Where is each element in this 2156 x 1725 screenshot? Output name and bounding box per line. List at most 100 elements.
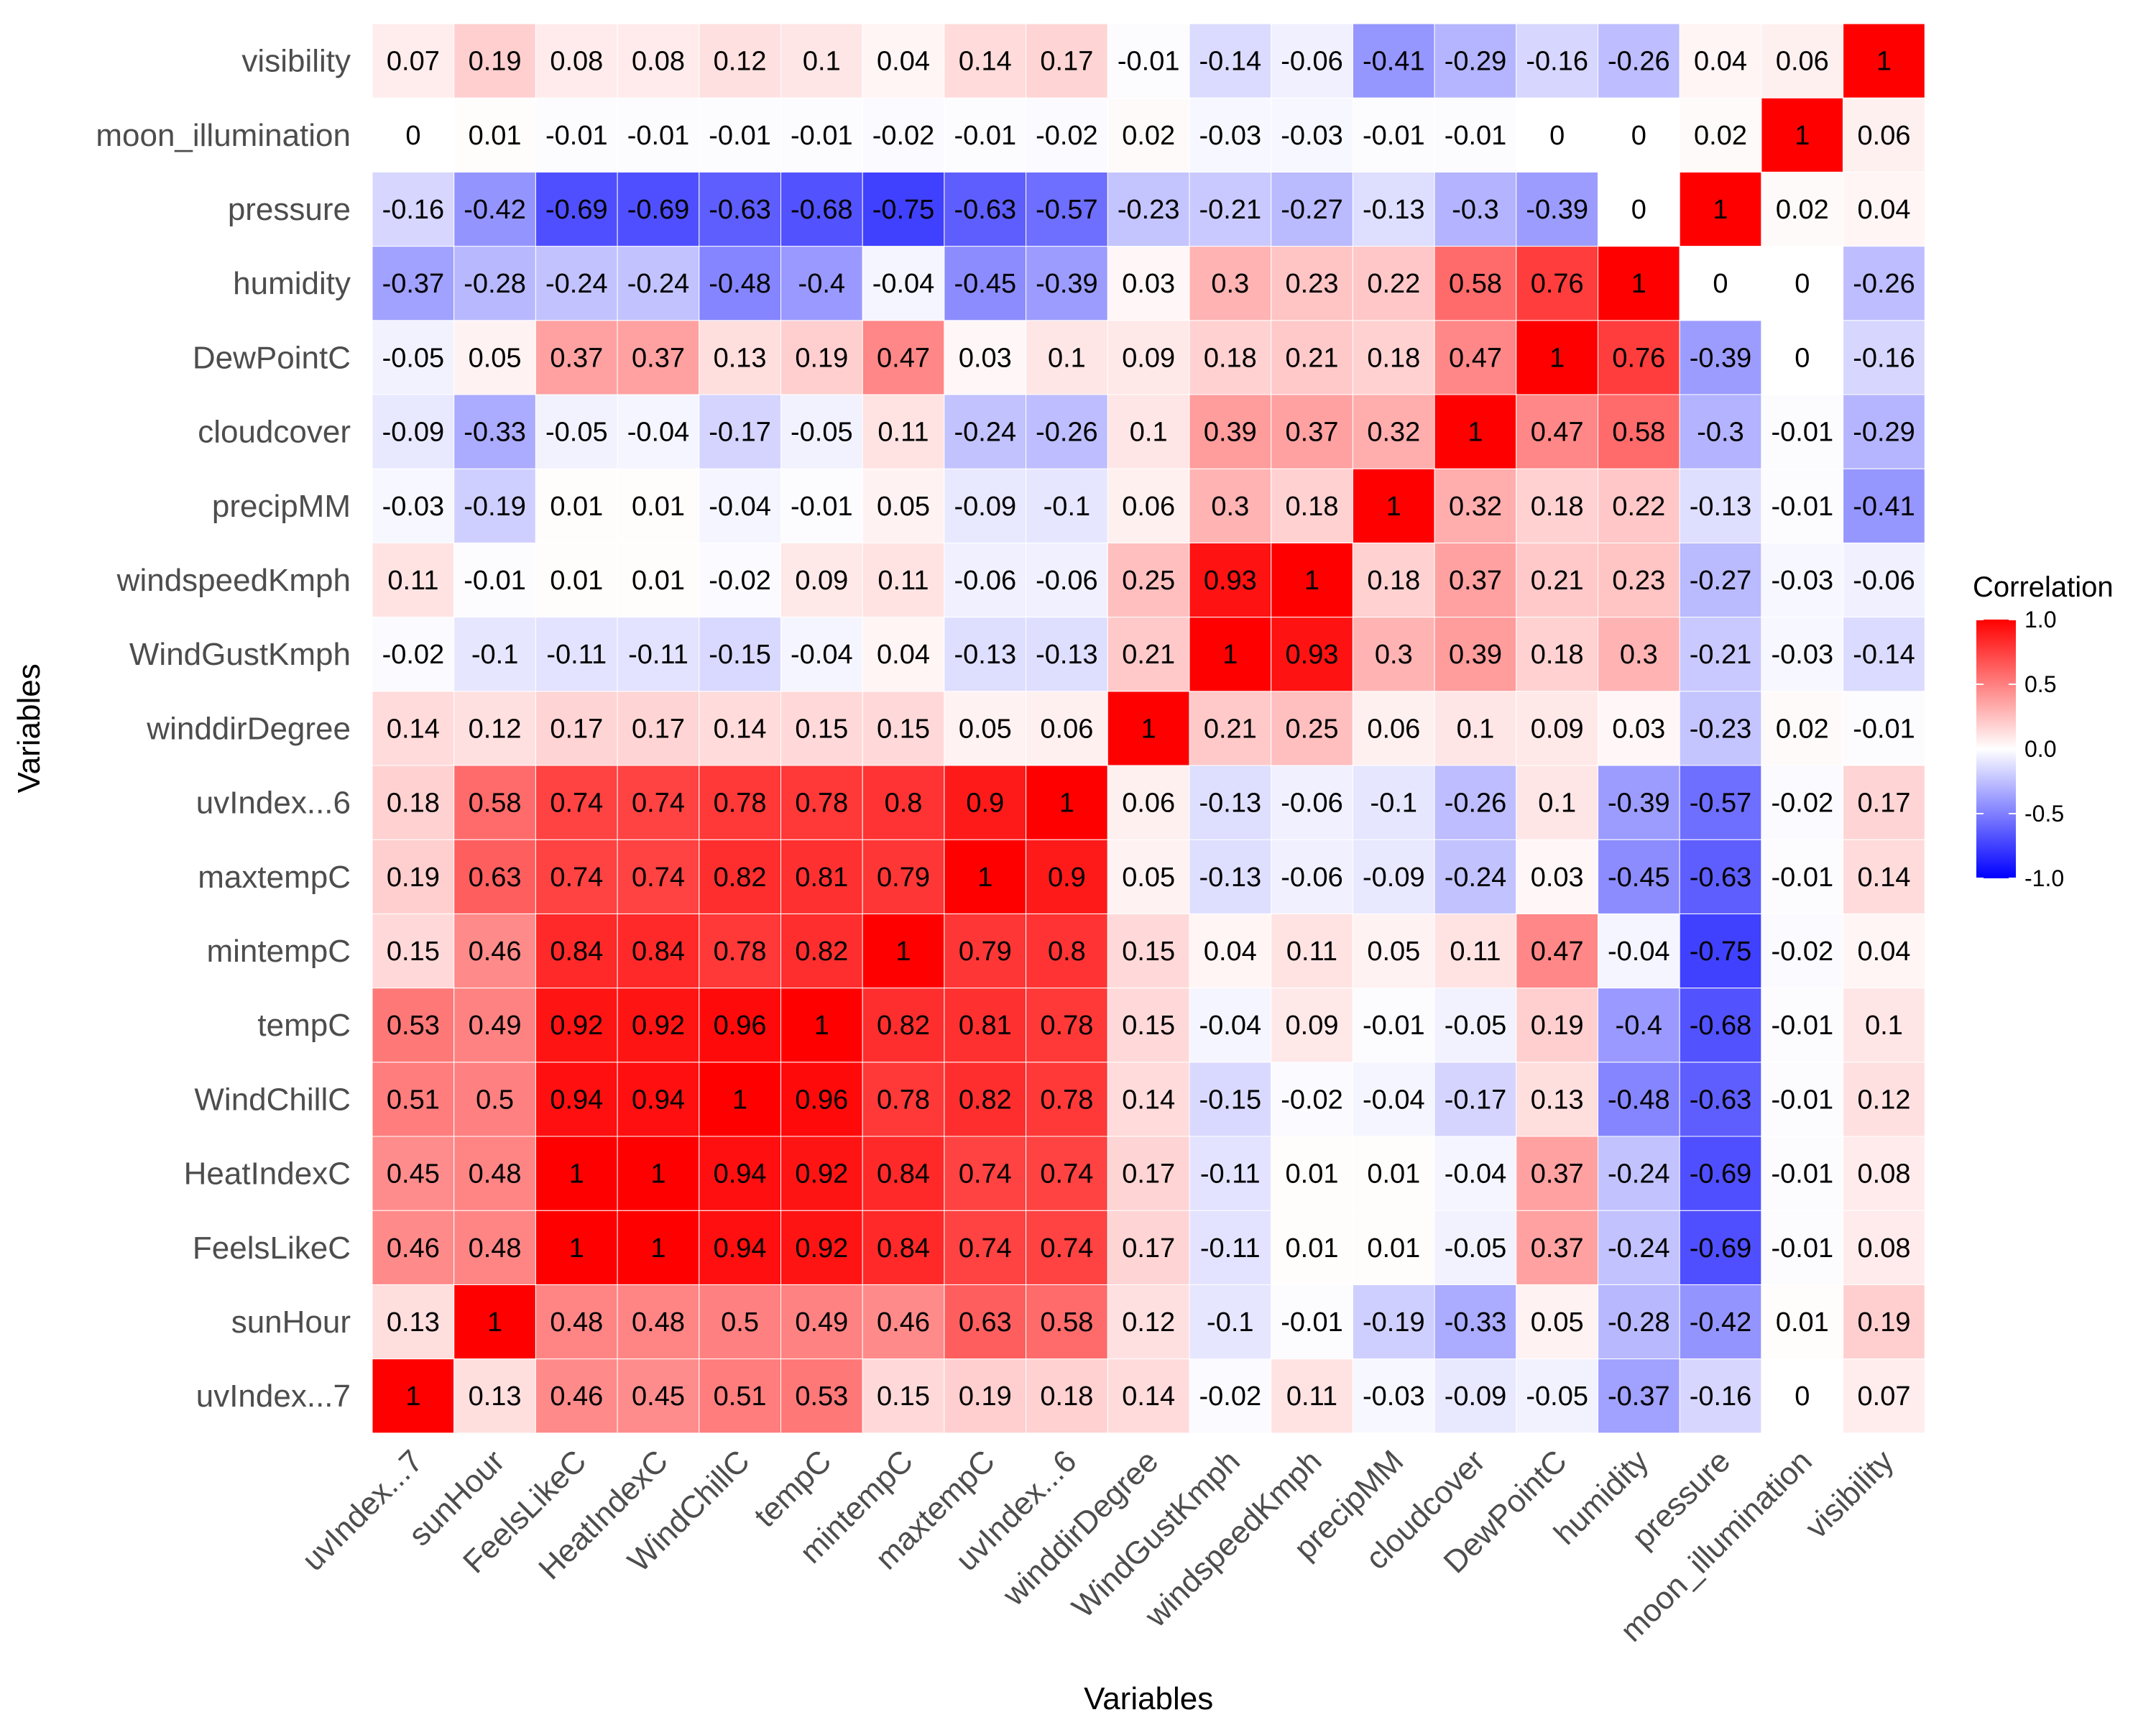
cell-value-label: -0.09 [382,418,445,448]
cell-value-label: 0.12 [714,47,767,77]
cell-value-label: 0.53 [387,1011,440,1041]
cell-value-label: -0.68 [791,195,853,225]
heatmap-cell [1598,171,1680,247]
cell-value-label: -0.04 [1608,937,1670,967]
cell-value-label: 0.05 [1367,937,1420,967]
cell-value-label: -0.06 [1036,566,1098,596]
cell-value-label: 0.48 [469,1233,522,1264]
legend-tick-label: -1.0 [2024,865,2064,891]
heatmap-cell [862,468,945,543]
heatmap-cell [1761,1284,1844,1360]
cell-value-label: -0.01 [709,121,771,151]
cell-value-label: -0.13 [1363,195,1425,225]
cell-value-label: -0.39 [1690,343,1752,373]
heatmap-cell [1761,839,1844,914]
heatmap-cell [1189,1062,1272,1137]
cell-value-label: 0.94 [714,1233,767,1264]
cell-value-label: 0.37 [1449,566,1502,596]
legend-tick-label: -0.5 [2024,801,2064,827]
cell-value-label: 0.09 [1531,714,1584,744]
heatmap-cell [944,542,1027,618]
heatmap-cell [1189,23,1272,98]
heatmap-cell [1107,171,1190,247]
cell-value-label: 0.1 [1457,714,1495,744]
cell-value-label: 0.08 [1858,1159,1911,1190]
cell-value-label: 0.04 [1858,937,1911,967]
heatmap-cell [617,691,700,766]
cell-value-label: -0.37 [382,269,445,299]
heatmap-cell [862,1358,945,1434]
heatmap-cell [1107,1062,1190,1137]
cell-value-label: 0.25 [1122,566,1175,596]
heatmap-cell [862,988,945,1063]
heatmap-cell [1761,246,1844,321]
cell-value-label: -0.27 [1690,566,1752,596]
heatmap-cell [1516,23,1599,98]
cell-value-label: 0.02 [1694,121,1747,151]
cell-value-label: 0.21 [1122,640,1175,670]
x-axis-tick-labels: uvIndex...7sunHourFeelsLikeCHeatIndexCWi… [295,1443,1900,1648]
cell-value-label: 0.17 [632,714,685,744]
cell-value-label: 0.03 [1122,269,1175,299]
cell-value-label: 0.37 [632,343,685,373]
cell-value-label: 0.19 [959,1381,1012,1412]
cell-value-label: -0.05 [1445,1011,1507,1041]
heatmap-cell [1026,913,1108,989]
heatmap-cell [617,1284,700,1360]
cell-value-label: -0.02 [382,640,445,670]
cell-value-label: 0.11 [387,566,438,596]
cell-value-label: 1 [814,1011,829,1041]
cell-value-label: -0.11 [1200,1159,1261,1190]
heatmap-cell [1843,1358,1925,1434]
cell-value-label: 0 [1713,269,1728,299]
heatmap-cell [1189,913,1272,989]
cell-value-label: 0.18 [1367,343,1420,373]
heatmap-cell [1271,1062,1353,1137]
cell-value-label: 0.22 [1367,269,1420,299]
heatmap-cell [1271,468,1353,543]
cell-value-label: 0.3 [1620,640,1658,670]
heatmap-cell [1189,839,1272,914]
cell-value-label: 0.51 [387,1085,440,1115]
cell-value-label: -0.63 [1690,1085,1752,1115]
cell-value-label: -0.09 [954,492,1016,522]
heatmap-cell [453,23,536,98]
cell-value-label: 0.48 [550,1307,603,1338]
heatmap-cell [944,97,1027,172]
cell-value-label: -0.69 [545,195,608,225]
cell-value-label: 1 [487,1307,502,1338]
cell-value-label: 0.14 [1122,1085,1175,1115]
heatmap-cell [453,394,536,469]
cell-value-label: -0.13 [1199,862,1261,893]
heatmap-cell [1843,171,1925,247]
legend-title: Correlation [1973,571,2114,603]
heatmap-cell [699,246,781,321]
cell-value-label: -0.17 [1445,1085,1507,1115]
heatmap-cell [1026,1358,1108,1434]
heatmap-cell [944,1210,1027,1285]
heatmap-cell [1516,320,1599,395]
heatmap-cell [1271,97,1353,172]
cell-value-label: 0.3 [1211,492,1249,522]
heatmap-cell [1843,1284,1925,1360]
cell-value-label: -0.24 [1608,1159,1670,1190]
cell-value-label: 0.01 [632,492,685,522]
cell-value-label: -0.09 [1363,862,1425,893]
cell-value-label: 0.21 [1531,566,1584,596]
cell-value-label: -0.19 [1363,1307,1425,1338]
cell-value-label: -0.02 [872,121,935,151]
heatmap-cell [453,320,536,395]
heatmap-cell [944,171,1027,247]
cell-value-label: -0.02 [1036,121,1098,151]
heatmap-cell [1516,1136,1599,1211]
heatmap-cell [453,913,536,989]
cell-value-label: 0.46 [550,1381,603,1412]
heatmap-cell-labels: 1 0.13 0.46 0.45 0.51 0.53 0.15 0.19 0.18 0.14 -0.… [382,47,1915,1412]
cell-value-label: -0.63 [1690,862,1752,893]
heatmap-cell [453,617,536,692]
cell-value-label: 1 [1876,47,1892,77]
heatmap-cell [1352,23,1435,98]
y-tick-label: precipMM [212,489,351,524]
cell-value-label: 0.23 [1612,566,1665,596]
